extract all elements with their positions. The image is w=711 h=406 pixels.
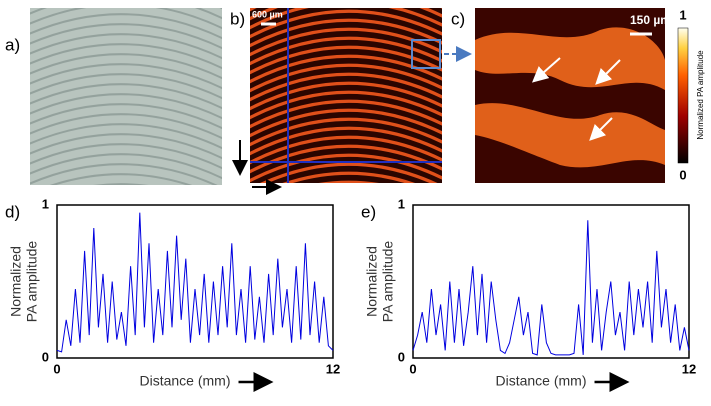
y-tick-label: 0 [398,349,405,364]
arrow [531,57,561,83]
panel-label: e) [361,202,376,221]
ridge [20,204,232,233]
ridge [250,99,442,129]
ridge [475,27,665,90]
ridge [250,18,442,48]
y-tick-label: 1 [42,196,49,211]
ridge [250,63,442,93]
x-tick-label: 12 [326,361,340,376]
ridge [20,0,232,3]
ridge [240,191,452,222]
ridge [30,73,222,100]
ridge [30,23,222,50]
ridge [30,103,222,130]
colorbar [677,27,689,164]
ridge [250,108,442,138]
ridge [30,123,222,150]
colorbar-tick: 0 [679,167,686,182]
y-axis-label: PA amplitude [380,241,396,323]
ridge [250,81,442,111]
ridge [30,63,222,90]
ridge [30,13,222,40]
ridge [30,33,222,60]
ridge [250,36,442,66]
panel-label: b) [230,9,245,28]
ridge [240,209,452,240]
ridge [30,153,222,180]
signal-line [56,212,334,353]
y-tick-label: 1 [398,196,405,211]
scale-label: 600 µm [252,9,283,19]
y-axis-label: PA amplitude [24,241,40,323]
y-axis-label: Normalized [364,246,380,317]
ridge [250,117,442,147]
ridge [475,103,665,168]
ridge [250,45,442,75]
ridge [30,43,222,70]
ridge [30,113,222,140]
ridge [30,133,222,160]
ridge [250,54,442,84]
colorbar-tick: 1 [679,7,686,22]
ridge [30,8,222,20]
x-tick-label: 12 [682,361,696,376]
ridge [20,194,232,223]
ridge [250,8,442,30]
plot-frame [412,204,690,359]
colorbar-label: Normalized PA amplitude [696,50,705,140]
ridge [250,135,442,165]
ridge [49,173,193,185]
panel-label: d) [5,202,20,221]
scale-label: 150 µm [630,13,671,27]
ridge [250,72,442,102]
ridge [250,8,442,21]
ridge [30,163,218,185]
y-tick-label: 0 [42,349,49,364]
x-axis-label: Distance (mm) [139,373,230,389]
ridge [318,180,379,183]
plot-frame [56,204,334,359]
arrow [595,59,621,85]
y-axis-label: Normalized [8,246,24,317]
ridge [93,183,149,185]
zoom-box [411,39,441,69]
x-tick-label: 0 [53,361,60,376]
ridge [30,83,222,110]
ridge [250,90,442,120]
ridge [250,126,442,156]
ridge [250,153,442,183]
ridges [20,0,232,243]
ridge [282,171,415,183]
signal-line [412,220,690,356]
panel-label: c) [451,9,465,28]
arrow [589,117,613,141]
ridge [240,0,452,6]
ridge [250,27,442,57]
ridge [30,93,222,120]
ridge [30,143,222,170]
ridge [250,9,442,39]
x-axis-label: Distance (mm) [495,373,586,389]
x-tick-label: 0 [409,361,416,376]
panel-label: a) [5,35,20,54]
ridge [30,8,222,30]
ridge [20,214,232,243]
ridge [30,53,222,80]
